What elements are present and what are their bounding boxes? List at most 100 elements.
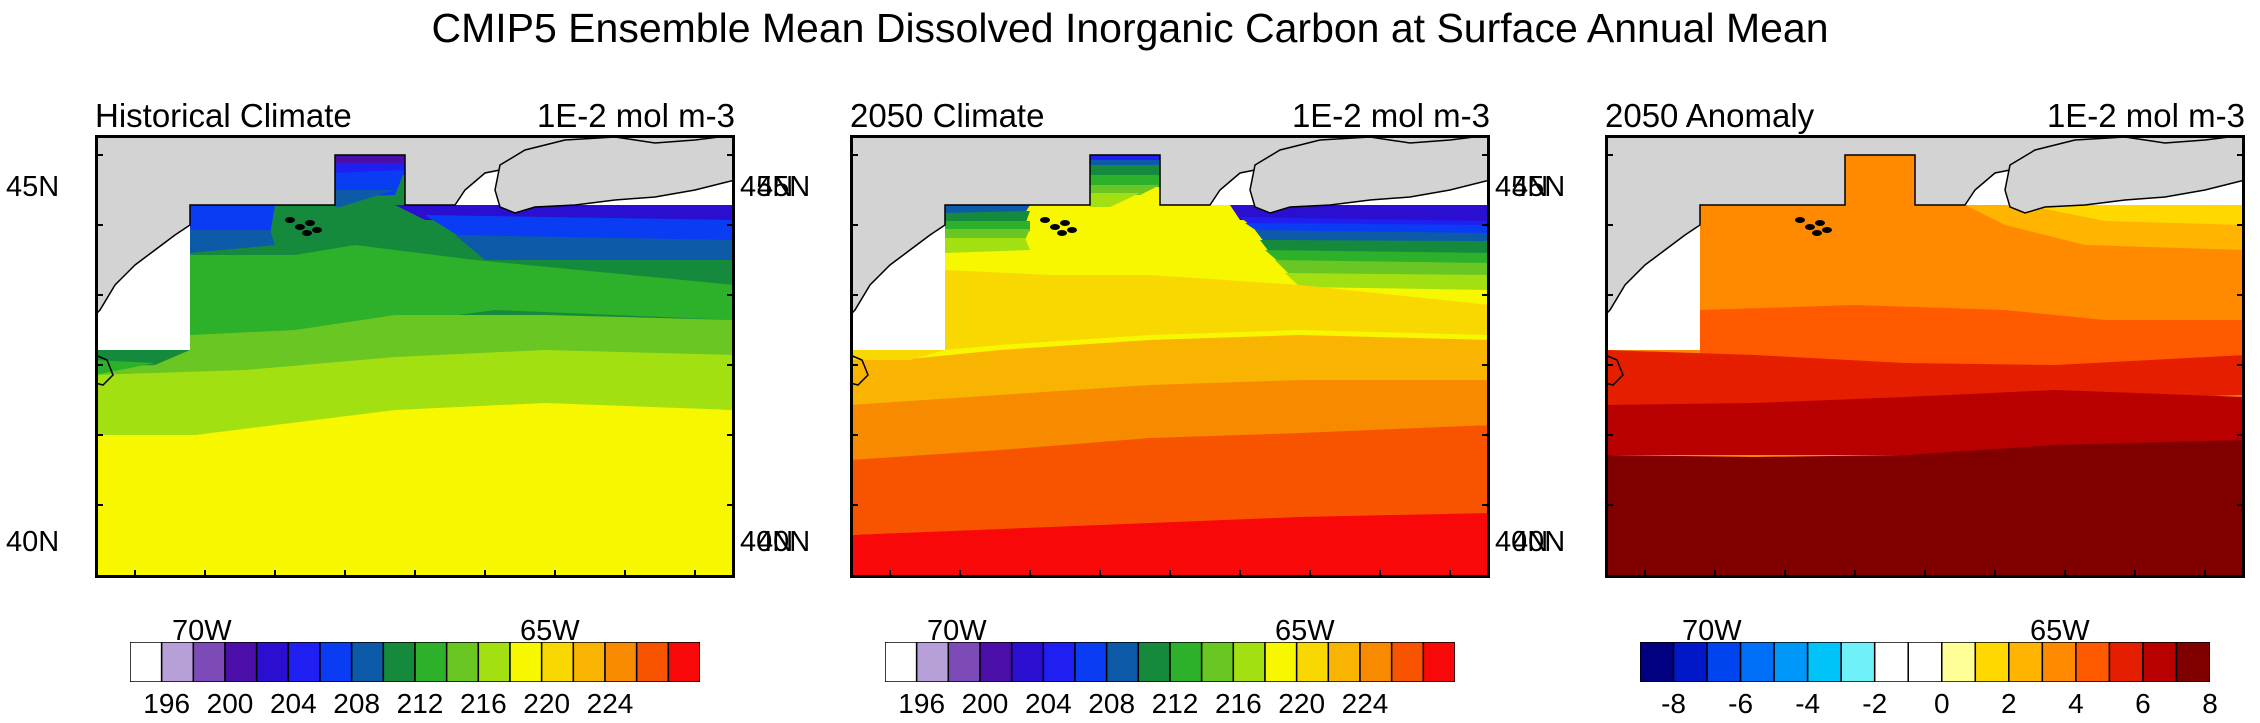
map-historical [95, 135, 735, 578]
lat-label-45n-right: 45N [740, 171, 794, 203]
colorbar-swatch [1806, 642, 1842, 682]
colorbar-swatch [1672, 642, 1708, 682]
contour-band [945, 270, 1490, 350]
colorbar-swatch [2075, 642, 2111, 682]
colorbar-swatch [1105, 642, 1140, 682]
colorbar-tick-label: 196 [898, 688, 946, 719]
colorbar-swatch [1773, 642, 1809, 682]
colorbar-swatch [1137, 642, 1171, 682]
colorbar-tick-label: 0 [1933, 688, 1950, 719]
units-label: 1E-2 mol m-3 [536, 97, 735, 134]
colorbar-swatch [604, 642, 638, 682]
map-2050-anomaly [1605, 135, 2245, 578]
colorbar-swatch [287, 642, 321, 682]
contour-band [95, 403, 735, 578]
island [1812, 230, 1822, 236]
contour-band [190, 245, 735, 350]
colorbar-tick-label: 4 [2068, 688, 2084, 719]
island [1060, 220, 1070, 226]
colorbar-swatch [2008, 642, 2044, 682]
main-title: CMIP5 Ensemble Mean Dissolved Inorganic … [431, 5, 1829, 51]
colorbar-swatch [319, 642, 353, 682]
colorbar-tick-label: 220 [1278, 688, 1326, 719]
colorbar-2050-climate [885, 642, 1455, 682]
colorbar-swatch [1873, 642, 1909, 682]
panel-title: 2050 Anomaly [1605, 97, 1815, 134]
colorbar-tick-label: 6 [2135, 688, 2151, 719]
colorbar-swatch [192, 642, 226, 682]
colorbar-swatch [667, 642, 700, 682]
colorbar-swatch [1169, 642, 1203, 682]
island [1795, 217, 1805, 223]
colorbar-swatch [350, 642, 385, 682]
contour-band [1605, 440, 2245, 578]
colorbar-swatch [2041, 642, 2077, 682]
contour-band [1605, 390, 2245, 455]
lat-label-40n-right: 40N [740, 526, 794, 558]
lat-label-40n: 40N [6, 526, 60, 558]
lat-label-45n-right: 45N [1495, 171, 1549, 203]
lat-label-40n-right: 40N [757, 526, 811, 558]
colorbar-tick-label: 204 [269, 688, 317, 719]
colorbar-tick-label: -6 [1728, 688, 1754, 719]
contour-band [1845, 155, 1915, 205]
island [1067, 227, 1077, 233]
colorbar-tick-label: 2 [2001, 688, 2017, 719]
colorbar-swatch [1010, 642, 1045, 682]
panel-title: 2050 Climate [850, 97, 1045, 134]
contour-band [95, 315, 735, 385]
colorbar-swatch [1706, 642, 1742, 682]
colorbar-swatch [947, 642, 981, 682]
contour-band [1285, 273, 1490, 290]
colorbar-swatch [1232, 642, 1266, 682]
colorbar-swatch [414, 642, 448, 682]
colorbar-tick-label: 208 [333, 688, 381, 719]
lat-label-45n-right: 45N [757, 171, 811, 203]
colorbar-swatch [509, 642, 543, 682]
map-2050-climate [850, 135, 1490, 578]
lat-label-40n-right: 40N [1512, 526, 1566, 558]
colorbar-swatch [160, 642, 195, 682]
island [312, 227, 322, 233]
colorbar-swatch [382, 642, 416, 682]
island [1815, 220, 1825, 226]
contour-band [945, 221, 1030, 231]
colorbar-tick-label: -8 [1661, 688, 1686, 719]
colorbar-tick-label: 208 [1088, 688, 1136, 719]
colorbar-tick-label: 200 [206, 688, 254, 719]
colorbar-swatch [2175, 642, 2210, 682]
contour-band [945, 238, 1030, 253]
coastline [1605, 354, 1624, 386]
contour-band [95, 360, 155, 375]
colorbar-swatch [635, 642, 670, 682]
colorbar-swatch [979, 642, 1013, 682]
colorbar-swatch [1941, 642, 1977, 682]
contour-band [850, 360, 910, 367]
lat-label-40n-right: 40N [1495, 526, 1549, 558]
island [302, 230, 312, 236]
contour-band [850, 513, 1490, 578]
panel-historical: Historical Climate 1E-2 mol m-3 45N 40N … [0, 0, 793, 723]
colorbar-tick-label: 204 [1024, 688, 1072, 719]
colorbar-swatch [1200, 642, 1235, 682]
colorbar-swatch [1422, 642, 1455, 682]
colorbar-swatch [2142, 642, 2178, 682]
island [1050, 224, 1060, 230]
colorbar-tick-label: 216 [459, 688, 507, 719]
contour-band [335, 155, 405, 163]
contour-band [1090, 165, 1160, 177]
panel-2050-anomaly: 2050 Anomaly 1E-2 mol m-3 45N 40N 70W 65… [1510, 0, 2245, 723]
colorbar-tick-label: -4 [1795, 688, 1821, 719]
colorbar-swatch [1739, 642, 1775, 682]
island [1822, 227, 1832, 233]
colorbar-swatch [540, 642, 575, 682]
island [285, 217, 295, 223]
colorbar-swatch [1074, 642, 1108, 682]
island [1057, 230, 1067, 236]
contour-band [945, 229, 1030, 240]
colorbar-tick-label: -2 [1862, 688, 1888, 719]
colorbar-tick-label: 224 [586, 688, 634, 719]
contour-band [1700, 305, 2245, 367]
coastline [95, 354, 114, 386]
contour-band [1090, 193, 1140, 207]
